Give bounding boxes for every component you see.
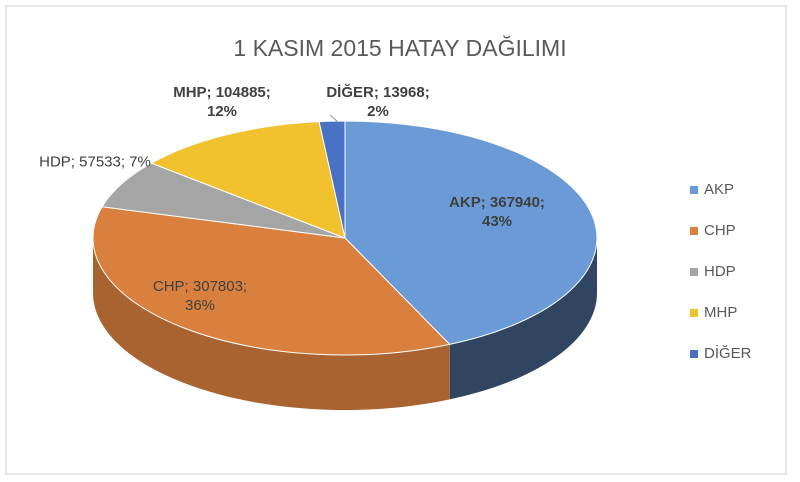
slice [150, 121, 346, 239]
data-label: HDP; 57533; 7% [39, 153, 151, 171]
label-leader [329, 114, 339, 123]
data-label: CHP; 307803; 36% [152, 278, 248, 314]
legend-swatch [690, 227, 698, 235]
data-label: DİĞER; 13968; 2% [326, 84, 430, 120]
slice [92, 206, 451, 356]
slice-side [449, 238, 597, 400]
slice-side [93, 238, 450, 411]
legend-label: DİĞER [704, 344, 752, 362]
data-label: MHP; 104885; 12% [173, 84, 271, 120]
legend-label: CHP [704, 222, 736, 239]
legend-swatch [690, 186, 698, 194]
slice [318, 120, 346, 239]
slice [344, 120, 598, 345]
legend-label: HDP [704, 263, 736, 280]
slice [101, 162, 346, 239]
data-label: AKP; 367940; 43% [449, 194, 545, 230]
legend-swatch [690, 268, 698, 276]
legend-swatch [690, 350, 698, 358]
chart-title: 1 KASIM 2015 HATAY DAĞILIMI [233, 35, 566, 61]
legend-label: AKP [704, 181, 734, 198]
legend-label: MHP [704, 304, 737, 321]
legend-swatch [690, 309, 698, 317]
